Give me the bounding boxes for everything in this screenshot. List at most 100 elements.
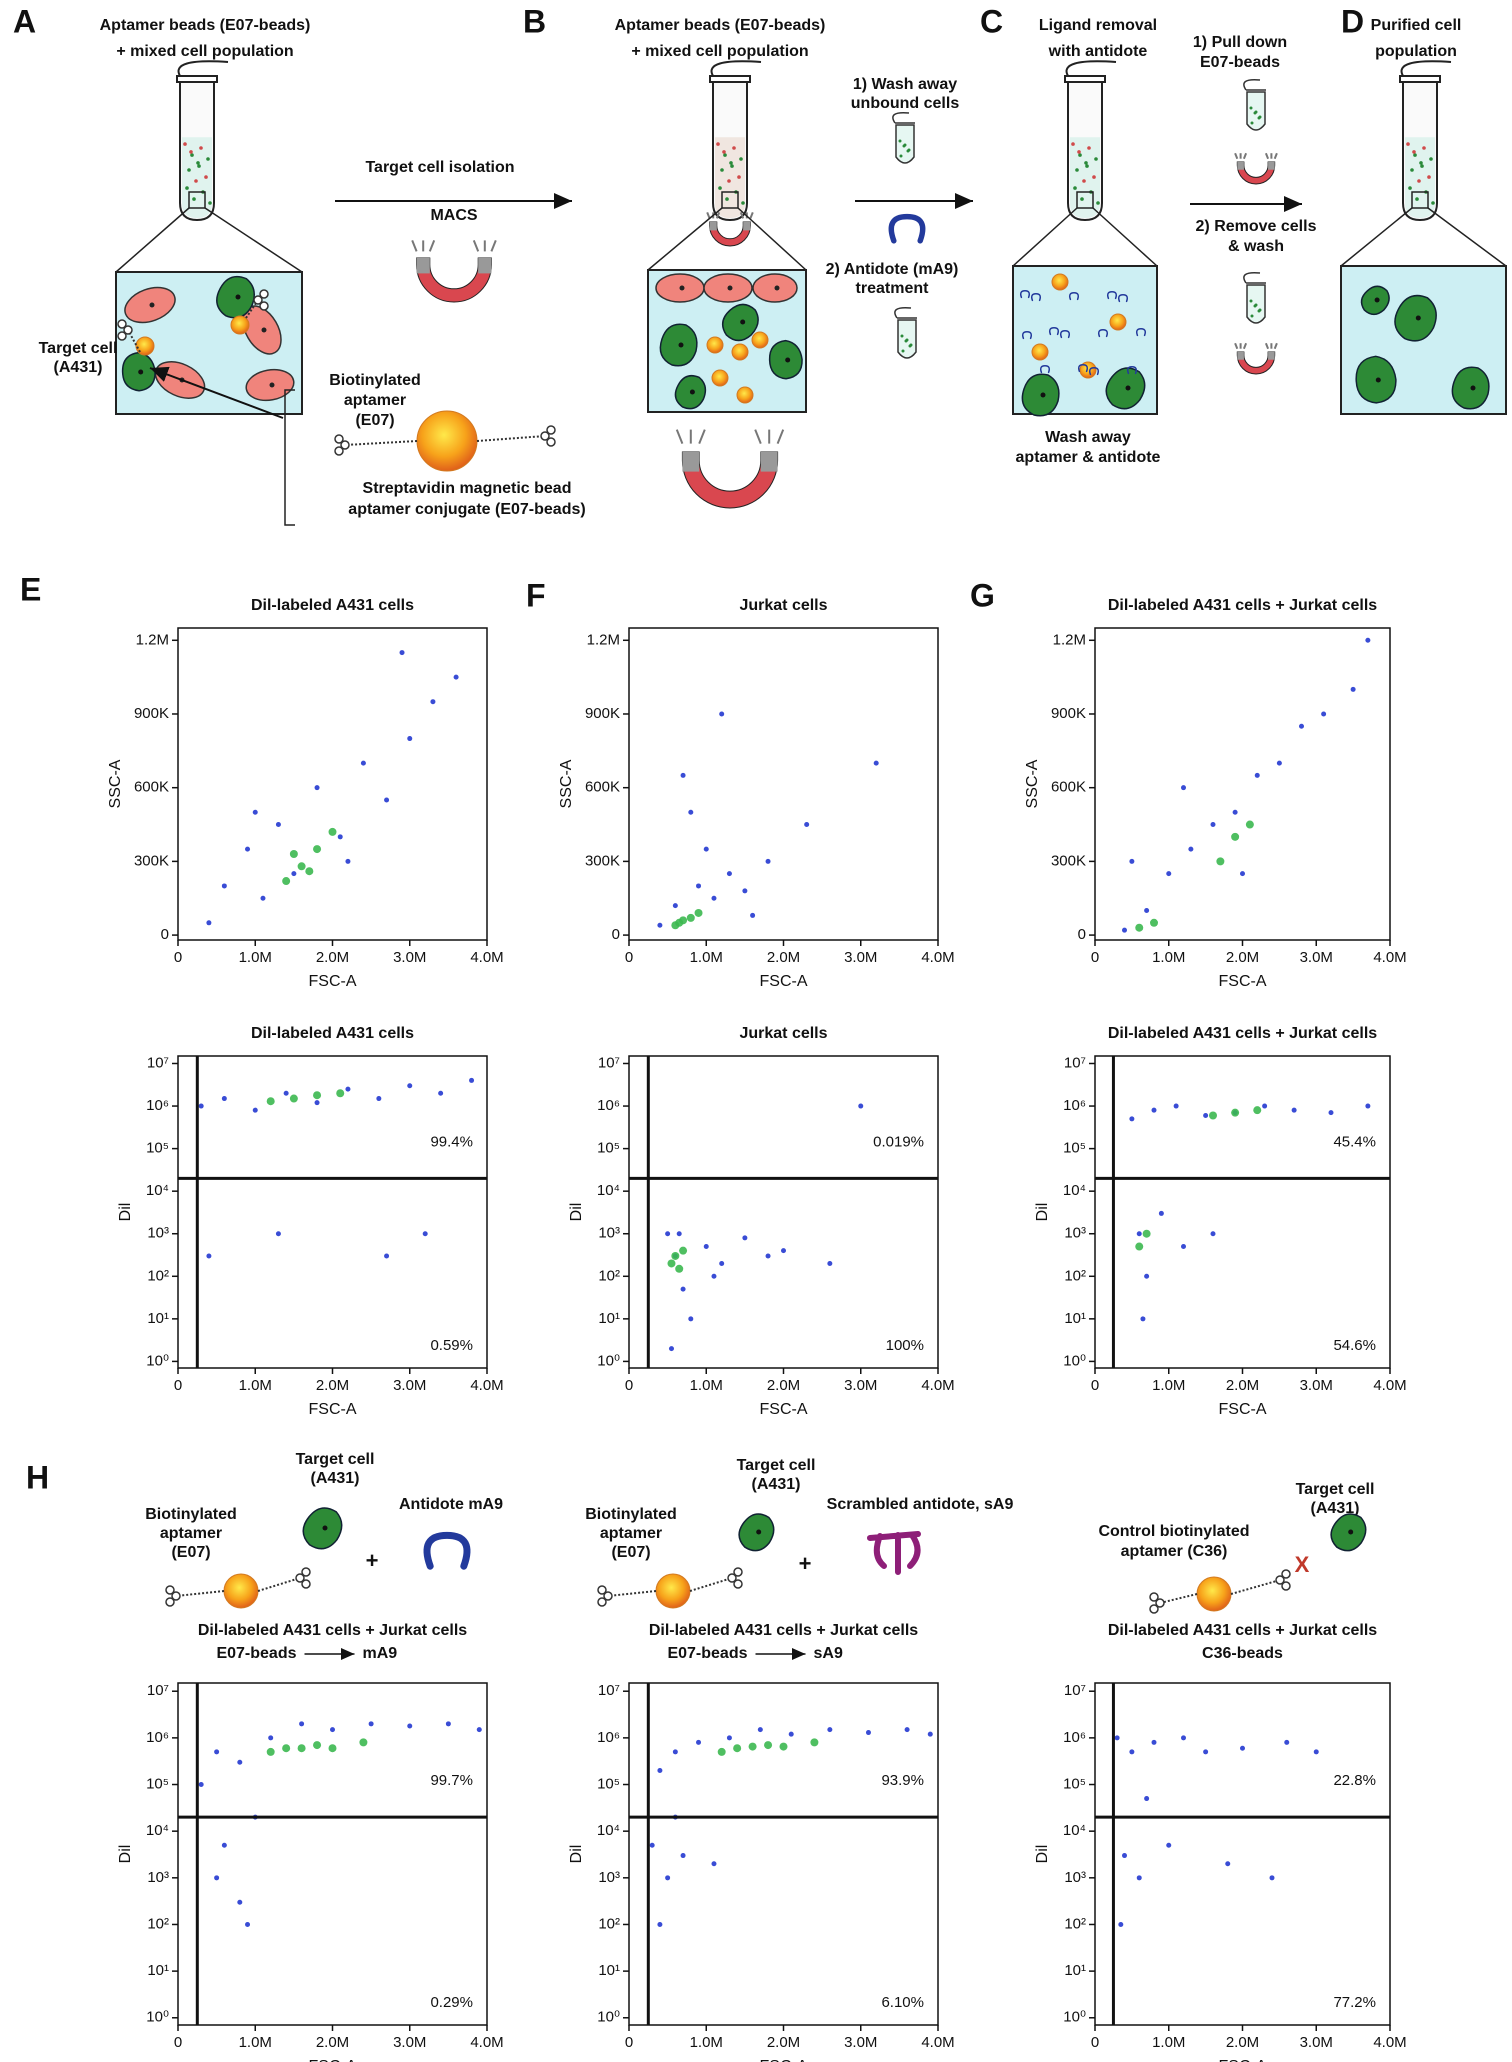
mini-dot	[1250, 121, 1254, 125]
aptamer-loop	[117, 331, 127, 341]
event-dot	[359, 1738, 368, 1747]
x-tick-label: 2.0M	[1226, 1377, 1259, 1394]
tube-cap	[1399, 60, 1452, 83]
event-dot	[268, 1735, 274, 1741]
event-dot	[1231, 1108, 1240, 1117]
x-axis-label: FSC-A	[1219, 1401, 1267, 1418]
mini-dot	[1258, 308, 1262, 312]
event-dot	[1291, 1107, 1297, 1113]
antidote	[1048, 327, 1060, 336]
mini-dot	[899, 154, 903, 158]
antidote	[1030, 293, 1042, 302]
panel-title: Aptamer beads (E07-beads)	[100, 17, 311, 34]
event-dot	[1225, 1861, 1231, 1867]
plot-subtitle: C36-beads	[1202, 1645, 1283, 1662]
aptamer-loop	[253, 295, 263, 305]
tube-cap	[709, 60, 762, 83]
event-dot	[1350, 686, 1356, 692]
label: (A431)	[1311, 1500, 1360, 1517]
event-dot	[214, 1875, 220, 1881]
event-dot	[221, 883, 227, 889]
event-dot	[237, 1899, 243, 1905]
antidote	[1039, 365, 1051, 374]
x-axis-label: FSC-A	[1219, 2058, 1267, 2062]
panel-letter: D	[1341, 3, 1364, 39]
plus: +	[799, 1551, 812, 1576]
magnet-pole	[416, 258, 430, 274]
event-dot	[788, 1731, 794, 1737]
nucleus	[678, 342, 684, 348]
event-dot	[245, 1921, 251, 1927]
magnet-pole	[478, 258, 492, 274]
x-tick-label: 0	[174, 949, 182, 966]
aptamer-loop	[259, 301, 269, 311]
event-dot	[1365, 1103, 1371, 1109]
scrambled-antidote	[867, 1531, 921, 1575]
y-tick-label: 10¹	[598, 1962, 620, 1979]
event-dot	[1181, 1735, 1186, 1741]
event-dot	[1299, 723, 1304, 729]
x-tick-label: 3.0M	[1300, 1377, 1333, 1394]
event-dot	[1181, 785, 1186, 791]
panel-letter: B	[523, 3, 546, 39]
event-dot	[313, 1741, 322, 1750]
aptamer-loop	[259, 289, 269, 299]
aptamer-stem	[689, 1577, 733, 1592]
label: Biotinylated	[585, 1506, 677, 1523]
y-axis-label: Dil	[568, 1203, 585, 1222]
event-dot	[266, 1097, 275, 1106]
x-tick-label: 4.0M	[1373, 949, 1406, 966]
antidote	[1077, 364, 1089, 373]
y-tick-label: 10⁷	[1064, 1682, 1086, 1699]
plot-frame	[177, 627, 488, 941]
event-dot	[1254, 772, 1260, 778]
event-dot	[1203, 1112, 1209, 1118]
event-dot	[399, 650, 405, 656]
plot-title: Jurkat cells	[739, 597, 827, 614]
y-axis-label: SSC-A	[1024, 759, 1041, 808]
event-dot	[1118, 1921, 1124, 1927]
event-dot	[1135, 1242, 1144, 1251]
x-axis-label: FSC-A	[760, 973, 808, 990]
event-dot	[781, 1248, 786, 1254]
event-dot	[198, 1103, 204, 1109]
nucleus	[1040, 392, 1046, 398]
x-tick-label: 1.0M	[239, 2034, 272, 2051]
event-dot	[686, 913, 695, 922]
label: aptamer conjugate (E07-beads)	[348, 501, 585, 518]
label: Biotinylated	[329, 372, 421, 389]
y-tick-label: 10²	[147, 1915, 169, 1932]
plot-frame	[177, 1055, 488, 1369]
nucleus	[785, 357, 791, 363]
y-tick-label: 10⁷	[147, 1054, 169, 1071]
antidote	[1106, 291, 1118, 300]
tube-cell-dot	[1415, 197, 1419, 201]
aptamer-stem	[1230, 1579, 1281, 1595]
event-dot	[1158, 1210, 1164, 1216]
x-tick-label: 0	[1091, 1377, 1099, 1394]
mini-dot	[901, 349, 905, 353]
zoom-line	[115, 207, 190, 273]
y-tick-label: 10⁷	[147, 1682, 169, 1699]
aptamer-loop	[603, 1591, 613, 1601]
event-dot	[665, 1875, 671, 1881]
zoom-source	[188, 191, 206, 209]
mini-cap	[1243, 78, 1266, 91]
event-dot	[1144, 1273, 1150, 1279]
event-dot	[1203, 1749, 1209, 1755]
event-dot	[430, 699, 436, 705]
bead	[1031, 343, 1049, 361]
x-tick-label: 3.0M	[1300, 2034, 1333, 2051]
event-dot	[297, 1744, 306, 1753]
nucleus	[235, 294, 241, 300]
event-dot	[1114, 1735, 1120, 1741]
event-dot	[214, 1749, 220, 1755]
event-dot	[360, 760, 366, 766]
label: Biotinylated	[145, 1506, 237, 1523]
aptamer-loop	[733, 1579, 743, 1589]
nucleus	[149, 302, 155, 308]
aptamer-loop	[117, 319, 127, 329]
event-dot	[1210, 822, 1216, 828]
